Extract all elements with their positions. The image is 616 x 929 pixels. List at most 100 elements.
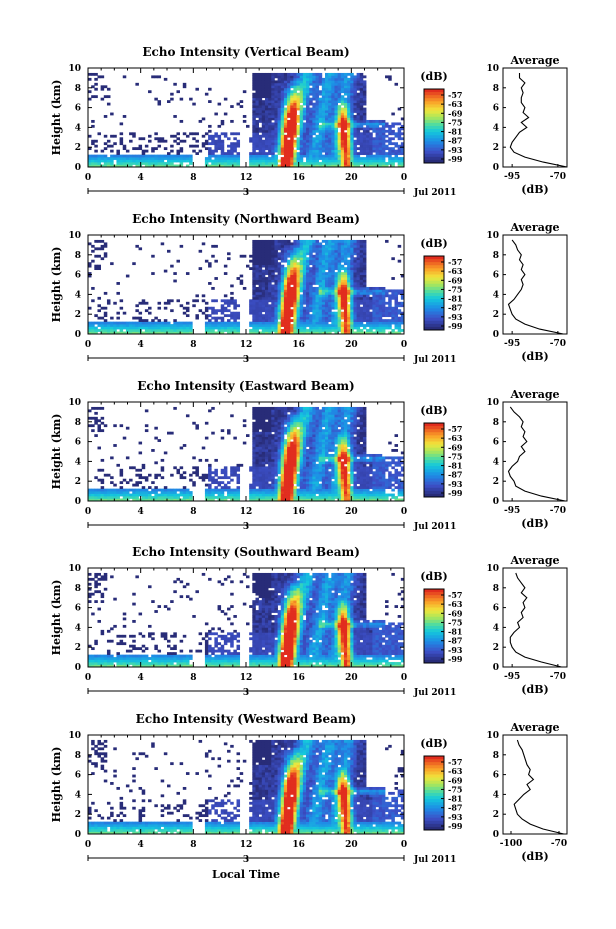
- heatmap-cell: [283, 421, 288, 425]
- heatmap-cell: [100, 481, 105, 485]
- heatmap-cell: [214, 132, 218, 136]
- heatmap-cell: [318, 80, 323, 84]
- heatmap-cell: [350, 286, 354, 290]
- heatmap-cell: [325, 129, 329, 133]
- heatmap-cell: [353, 249, 357, 253]
- heatmap-cell: [255, 239, 259, 243]
- heatmap-cell: [312, 82, 316, 86]
- heatmap-cell: [366, 149, 370, 153]
- colorbar-swatch: [424, 314, 444, 319]
- heatmap-cell: [249, 137, 253, 141]
- heatmap-cell: [315, 319, 320, 322]
- heatmap-cell: [397, 147, 402, 151]
- heatmap-cell: [268, 456, 272, 460]
- heatmap-cell: [264, 324, 269, 327]
- heatmap-cell: [255, 326, 259, 330]
- heatmap-cell: [318, 117, 323, 121]
- heatmap-cell: [388, 157, 392, 160]
- heatmap-cell: [280, 301, 285, 305]
- heatmap-cell: [306, 139, 310, 143]
- heatmap-cell: [290, 289, 294, 293]
- heatmap-cell: [157, 493, 162, 497]
- heatmap-cell: [274, 274, 278, 278]
- heatmap-cell: [293, 301, 297, 305]
- heatmap-cell: [110, 476, 114, 480]
- heatmap-cell: [299, 115, 304, 118]
- colorbar-swatch: [424, 101, 444, 105]
- heatmap-cell: [359, 102, 364, 106]
- heatmap-cell: [280, 466, 285, 470]
- heatmap-cell: [293, 282, 297, 285]
- heatmap-cell: [271, 319, 275, 322]
- heatmap-cell: [274, 444, 278, 447]
- heatmap-cell: [208, 468, 212, 472]
- heatmap-cell: [337, 244, 342, 248]
- heatmap-cell: [217, 144, 222, 148]
- heatmap-cell: [132, 321, 136, 325]
- heatmap-cell: [362, 149, 367, 153]
- colorbar-swatch: [424, 132, 444, 136]
- heatmap-cell: [261, 289, 266, 293]
- heatmap-cell: [110, 493, 114, 497]
- heatmap-cell: [249, 304, 253, 308]
- heatmap-cell: [331, 90, 335, 94]
- heatmap-cell: [91, 139, 95, 143]
- heatmap-cell: [299, 127, 304, 131]
- heatmap-cell: [299, 80, 304, 84]
- heatmap-cell: [268, 306, 272, 310]
- heatmap-cell: [353, 80, 357, 84]
- heatmap-cell: [185, 321, 190, 325]
- heatmap-cell: [350, 119, 354, 123]
- heatmap-cell: [318, 132, 323, 136]
- heatmap-cell: [296, 119, 301, 123]
- heatmap-cell: [353, 154, 357, 158]
- heatmap-cell: [271, 137, 275, 141]
- heatmap-cell: [170, 309, 174, 313]
- heatmap-cell: [343, 75, 348, 79]
- heatmap-cell: [116, 498, 120, 502]
- heatmap-cell: [141, 496, 146, 499]
- heatmap-cell: [264, 446, 269, 450]
- heatmap-cell: [264, 316, 269, 320]
- heatmap-cell: [369, 299, 373, 303]
- heatmap-cell: [290, 291, 294, 295]
- heatmap-cell: [340, 286, 345, 290]
- heatmap-cell: [110, 144, 114, 148]
- heatmap-cell: [302, 254, 307, 258]
- heatmap-cell: [88, 329, 92, 332]
- heatmap-cell: [208, 159, 212, 163]
- heatmap-cell: [264, 259, 269, 263]
- heatmap-cell: [287, 326, 291, 330]
- heatmap-cell: [309, 269, 313, 273]
- heatmap-cell: [287, 493, 291, 497]
- heatmap-cell: [280, 269, 285, 273]
- heatmap-cell: [359, 80, 364, 84]
- heatmap-cell: [258, 326, 263, 330]
- heatmap-cell: [287, 289, 291, 293]
- heatmap-cell: [274, 286, 278, 290]
- heatmap-cell: [264, 493, 269, 497]
- heatmap-cell: [249, 321, 253, 325]
- heatmap-cell: [277, 242, 282, 246]
- heatmap-cell: [296, 257, 301, 261]
- heatmap-cell: [252, 75, 256, 79]
- heatmap-cell: [88, 90, 92, 94]
- heatmap-cell: [325, 87, 329, 91]
- heatmap-cell: [337, 100, 342, 103]
- heatmap-cell: [189, 473, 193, 477]
- heatmap-cell: [325, 301, 329, 305]
- heatmap-cell: [151, 164, 155, 168]
- heatmap-cell: [151, 324, 155, 327]
- heatmap-cell: [268, 272, 272, 275]
- heatmap-cell: [309, 137, 313, 141]
- y-tick-label: 4: [493, 123, 499, 133]
- heatmap-cell: [331, 110, 335, 113]
- heatmap-cell: [366, 159, 370, 163]
- heatmap-cell: [208, 483, 212, 487]
- heatmap-cell: [264, 481, 269, 485]
- heatmap-cell: [325, 314, 329, 318]
- heatmap-cell: [328, 152, 332, 155]
- heatmap-cell: [252, 316, 256, 320]
- heatmap-cell: [315, 254, 320, 258]
- heatmap-cell: [258, 319, 263, 322]
